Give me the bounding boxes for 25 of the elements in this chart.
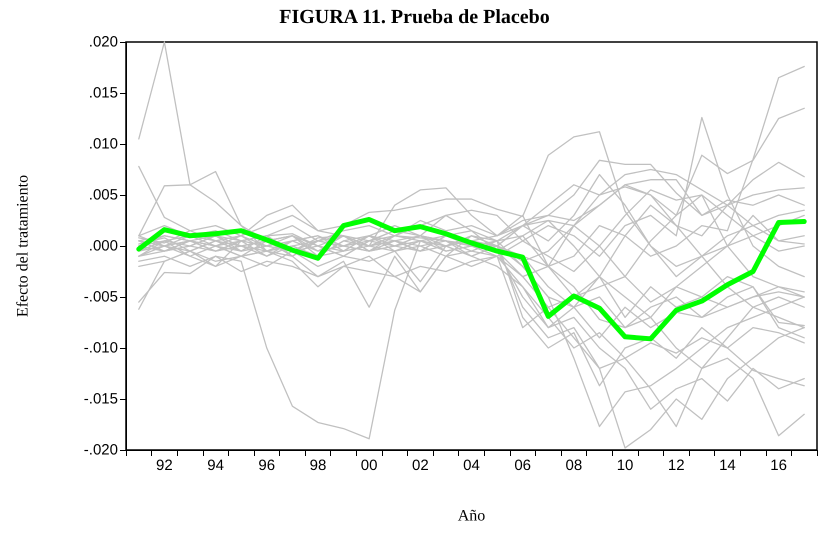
y-tick-label: .010: [88, 136, 118, 152]
y-axis-title: Efecto del tratamiento: [14, 174, 32, 318]
x-tick-label: 00: [360, 457, 378, 474]
x-axis-title: Año: [458, 508, 486, 524]
y-tick-label: -.015: [84, 390, 118, 408]
x-tick-label: 06: [514, 457, 532, 474]
x-tick-label: 04: [463, 457, 480, 474]
x-tick-label: 14: [719, 457, 736, 474]
y-tick-label: -.010: [84, 340, 118, 356]
x-tick-label: 08: [566, 457, 582, 474]
x-tick-label: 96: [258, 457, 276, 474]
x-tick-label: 16: [770, 457, 787, 474]
x-tick-label: 12: [668, 457, 685, 474]
y-tick-label: .015: [88, 84, 118, 102]
x-tick-label: 10: [616, 457, 634, 474]
y-tick-label: -.005: [84, 288, 118, 306]
y-tick-label: .000: [88, 238, 118, 254]
x-tick-label: 94: [207, 457, 224, 474]
x-tick-label: 02: [412, 457, 429, 474]
chart-title: FIGURA 11. Prueba de Placebo: [279, 6, 550, 28]
y-tick-label: .020: [88, 34, 118, 50]
x-tick-label: 92: [156, 457, 173, 474]
y-tick-label: -.020: [84, 442, 118, 458]
y-tick-label: .005: [88, 186, 118, 204]
x-tick-label: 98: [310, 457, 326, 474]
